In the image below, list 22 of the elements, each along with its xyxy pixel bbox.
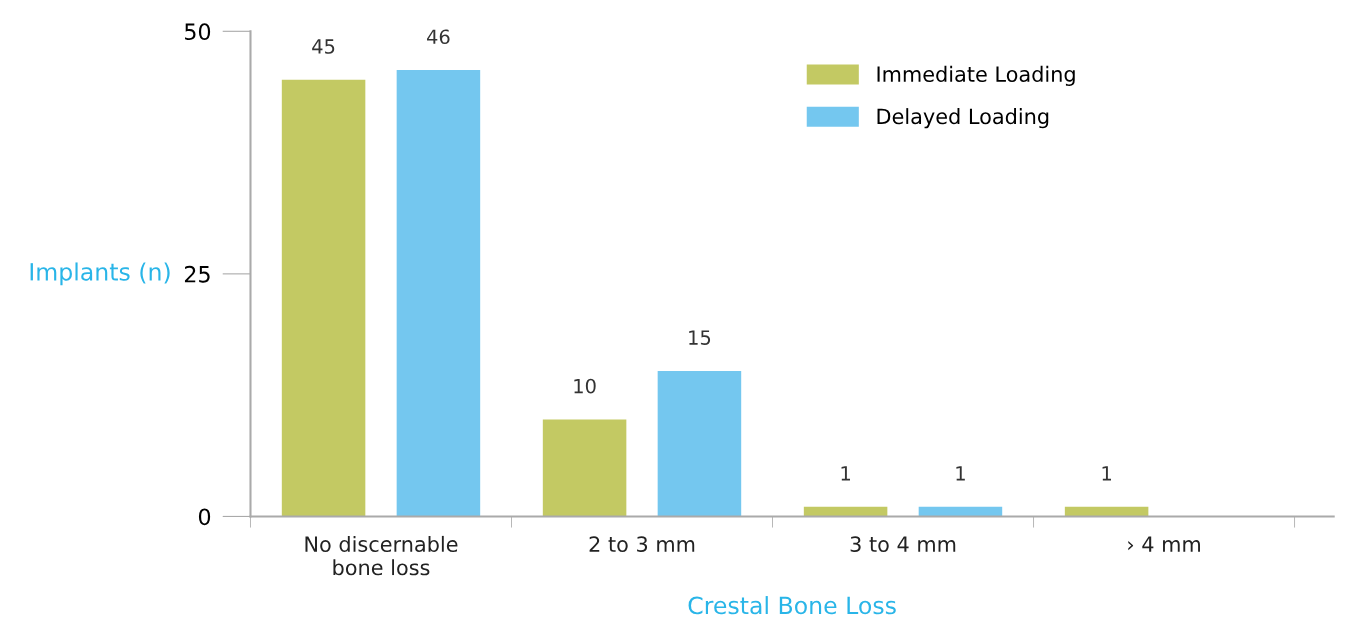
data-label: 45 bbox=[312, 39, 335, 54]
bar bbox=[396, 70, 481, 517]
x-tick-label: 3 to 4 mm bbox=[850, 536, 956, 553]
y-tick-label: 0 bbox=[198, 508, 211, 526]
data-label: 1 bbox=[1102, 466, 1111, 481]
legend-label: Delayed Loading bbox=[877, 108, 1049, 129]
data-label: 15 bbox=[689, 330, 711, 345]
bar bbox=[542, 419, 627, 517]
x-tick-label: › 4 mm bbox=[1128, 536, 1200, 552]
data-label: 10 bbox=[574, 378, 596, 394]
x-axis-title: Crestal Bone Loss bbox=[688, 596, 896, 615]
bar bbox=[281, 79, 366, 517]
data-label: 46 bbox=[427, 29, 450, 45]
legend-label: Immediate Loading bbox=[877, 65, 1075, 87]
y-tick-label: 50 bbox=[185, 23, 211, 41]
data-label: 1 bbox=[841, 466, 850, 481]
x-tick-label: No discernable bone loss bbox=[305, 535, 458, 576]
data-label: 1 bbox=[956, 466, 965, 481]
x-tick-label: 2 to 3 mm bbox=[589, 536, 695, 553]
y-tick-label: 25 bbox=[184, 265, 210, 283]
bar bbox=[657, 370, 742, 517]
y-axis-title: Implants (n) bbox=[30, 262, 170, 286]
